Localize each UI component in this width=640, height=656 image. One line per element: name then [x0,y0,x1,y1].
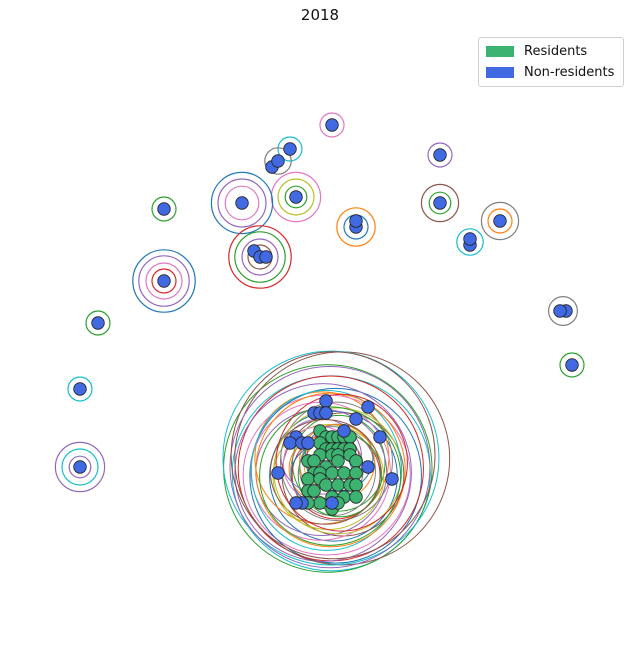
legend-item-residents: Residents [486,41,616,62]
ring-outline [559,352,585,378]
ring-outline [224,185,260,221]
ring-outline [145,262,183,300]
cluster-ring [259,406,402,546]
nonresidents-swatch [486,67,514,78]
ring-outline [210,171,274,235]
resident-point [331,478,345,492]
resident-point [301,472,315,486]
residents-swatch [486,46,514,57]
nonresident-point [493,214,507,228]
legend: Residents Non-residents [478,37,624,87]
ring-outline [85,310,111,336]
nonresident-point [349,412,363,426]
ring-outline [428,191,452,215]
ring-outline [427,142,453,168]
legend-item-nonresidents: Non-residents [486,62,616,83]
cluster-ring [275,393,408,532]
ring-outline [284,185,308,209]
nonresident-point [283,142,297,156]
ring-outline [547,296,578,327]
nonresident-point [319,406,333,420]
ring-outline [336,207,376,247]
ring-outline [61,448,99,486]
ring-outline [480,201,520,241]
ring-outline [487,208,513,234]
resident-point [349,454,363,468]
ring-outline [151,268,177,294]
nonresident-point [289,496,303,510]
cluster-ring [255,392,406,548]
ring-outline [68,455,92,479]
ring-outline [456,228,484,256]
nonresident-point [349,214,363,228]
chart-title: 2018 [300,6,340,24]
nonresident-point [325,118,339,132]
resident-point [325,466,339,480]
nonresident-point [385,472,399,486]
ring-outline [277,136,303,162]
cluster-ring [229,365,431,569]
nonresident-point [373,430,387,444]
cluster-ring [291,414,386,512]
resident-point [349,466,363,480]
nonresident-point [361,460,375,474]
resident-point [337,466,351,480]
ring-outline [319,112,345,138]
nonresident-point [553,304,567,318]
legend-label-residents: Residents [524,44,588,59]
ring-outline [277,178,315,216]
ring-outline [241,238,279,276]
nonresident-point [91,316,105,330]
ring-outline [151,196,177,222]
nonresident-point [319,394,333,408]
resident-point [349,490,363,504]
nonresident-point [283,436,297,450]
ring-outline [138,255,190,307]
ring-outline [264,147,292,175]
nonresident-point [289,190,303,204]
resident-point [307,484,321,498]
cluster-ring [222,350,440,566]
nonresident-point [325,496,339,510]
cluster-ring [234,383,412,562]
ring-outline [54,441,106,493]
nonresident-point [337,424,351,438]
ring-outline [234,231,286,283]
nonresident-point [157,202,171,216]
cluster-ring [249,387,422,564]
nonresident-point [73,460,87,474]
legend-label-nonresidents: Non-residents [524,65,615,80]
ring-outline [420,183,460,223]
nonresident-point [301,436,315,450]
nonresident-point [361,400,375,414]
ring-outline [67,376,93,402]
nonresident-point [565,358,579,372]
cluster-ring [230,351,436,560]
cluster-ring [250,389,402,551]
resident-point [319,478,333,492]
ring-outline [228,225,292,289]
nonresident-point [463,232,477,246]
nonresident-point [433,196,447,210]
ring-outline [132,249,196,313]
nonresident-point [259,250,273,264]
resident-point [307,454,321,468]
nonresident-point [433,148,447,162]
nonresident-point [235,196,249,210]
nonresident-point [271,154,285,168]
resident-point [313,496,327,510]
resident-point [331,454,345,468]
nonresident-point [271,466,285,480]
ring-outline [270,171,322,223]
ring-outline [217,178,267,228]
resident-point [349,478,363,492]
cluster-ring [279,401,393,521]
nonresident-point [157,274,171,288]
nonresident-point [73,382,87,396]
